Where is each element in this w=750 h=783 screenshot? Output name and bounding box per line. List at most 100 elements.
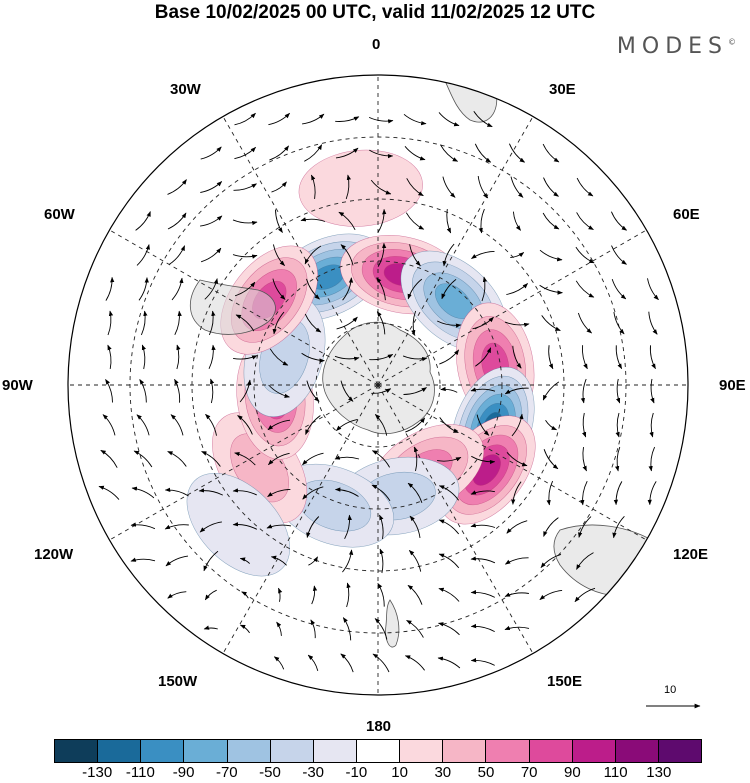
wind-vector bbox=[239, 379, 252, 403]
wind-vector bbox=[470, 523, 496, 528]
wind-vector bbox=[234, 112, 256, 126]
wind-vector bbox=[100, 449, 118, 468]
wind-vector bbox=[237, 415, 253, 435]
wind-vector bbox=[471, 250, 495, 259]
wind-vector bbox=[169, 245, 186, 265]
wind-vector bbox=[140, 310, 148, 336]
wind-vector bbox=[340, 653, 354, 673]
colorbar-bin bbox=[572, 740, 616, 762]
wind-vectors bbox=[98, 111, 659, 673]
wind-vector bbox=[210, 378, 215, 404]
wind-vector bbox=[470, 387, 496, 392]
wind-vector bbox=[342, 617, 352, 641]
anomaly-field bbox=[186, 149, 536, 577]
map-boundary bbox=[67, 74, 689, 696]
wind-vector bbox=[371, 388, 392, 394]
wind-vector bbox=[232, 522, 258, 530]
wind-vector bbox=[342, 277, 354, 301]
wind-vector bbox=[268, 112, 290, 126]
wind-vector bbox=[304, 313, 322, 333]
colorbar-bin bbox=[141, 740, 185, 762]
wind-vector bbox=[198, 488, 224, 496]
wind-vector bbox=[576, 552, 594, 570]
wind-vector bbox=[310, 174, 316, 199]
colorbar-tick-label: -70 bbox=[215, 764, 238, 781]
wind-vector bbox=[414, 446, 419, 472]
wind-vector bbox=[575, 246, 595, 264]
wind-vector bbox=[539, 249, 563, 262]
wind-vector bbox=[170, 414, 184, 436]
wind-vector bbox=[545, 419, 557, 431]
wind-vector bbox=[402, 355, 428, 362]
wind-vector bbox=[481, 276, 488, 302]
wind-vector bbox=[580, 378, 587, 404]
wind-vector bbox=[268, 384, 290, 398]
wind-vector bbox=[174, 310, 182, 336]
wind-vector bbox=[407, 278, 423, 300]
wind-vector bbox=[506, 283, 528, 295]
new-zealand-landmass bbox=[385, 599, 400, 648]
wind-vector bbox=[176, 344, 181, 370]
wind-vector bbox=[406, 620, 424, 638]
lon-label-60w: 60W bbox=[44, 206, 75, 223]
wind-vector bbox=[336, 316, 358, 330]
wind-vector bbox=[504, 625, 530, 631]
wind-vector bbox=[338, 211, 356, 230]
wind-vector bbox=[439, 349, 460, 365]
reference-vector-label: 10 bbox=[664, 684, 677, 696]
wind-vector bbox=[650, 378, 655, 404]
meridian-line bbox=[377, 116, 534, 386]
wind-vector bbox=[404, 146, 426, 161]
wind-vector bbox=[267, 419, 291, 431]
wind-vector bbox=[98, 485, 120, 500]
colorbar-bin bbox=[227, 740, 271, 762]
wind-vector bbox=[648, 446, 656, 472]
lat-circle-60s bbox=[315, 322, 441, 448]
wind-vector bbox=[301, 352, 325, 363]
wind-vector bbox=[300, 217, 326, 222]
wind-vector bbox=[239, 624, 250, 634]
colorbar-tick-label: 130 bbox=[646, 764, 672, 781]
wind-vector bbox=[234, 451, 256, 466]
wind-vector bbox=[335, 116, 360, 122]
colorbar-tick-label: 50 bbox=[477, 764, 495, 781]
wind-vector bbox=[334, 355, 360, 361]
wind-vector bbox=[437, 456, 462, 462]
wind-vector bbox=[334, 487, 359, 497]
wind-vector bbox=[475, 347, 492, 367]
wind-vector bbox=[438, 553, 460, 569]
wind-vector bbox=[438, 485, 459, 501]
wind-vector bbox=[407, 482, 423, 503]
wind-vector bbox=[548, 345, 554, 370]
lon-label-90w: 90W bbox=[2, 377, 33, 394]
wind-vector bbox=[543, 449, 559, 470]
colorbar-tick-label: -90 bbox=[172, 764, 195, 781]
wind-vector bbox=[200, 146, 222, 160]
wind-vector bbox=[470, 658, 495, 666]
wind-vector bbox=[171, 277, 184, 301]
colorbar-tick-label: -50 bbox=[259, 764, 281, 781]
wind-vector bbox=[302, 452, 324, 466]
colorbar-bin bbox=[98, 740, 142, 762]
wind-vector bbox=[477, 175, 489, 199]
wind-vector bbox=[581, 345, 588, 370]
wind-vector bbox=[379, 548, 384, 574]
wind-vector bbox=[377, 208, 387, 233]
wind-vector bbox=[165, 555, 189, 567]
wind-vector bbox=[612, 515, 625, 539]
wind-vector bbox=[372, 653, 390, 673]
wind-vector bbox=[377, 582, 385, 607]
brand-mark: © bbox=[728, 37, 736, 47]
lon-label-60e: 60E bbox=[673, 206, 700, 223]
wind-vector bbox=[405, 212, 425, 230]
wind-vector bbox=[611, 278, 627, 300]
colorbar-bin bbox=[313, 740, 357, 762]
wind-vector bbox=[574, 587, 596, 603]
wind-vector bbox=[403, 387, 427, 395]
brand-name: MODES bbox=[616, 34, 728, 59]
wind-vector bbox=[174, 378, 181, 403]
wind-vector bbox=[374, 414, 388, 436]
wind-vector bbox=[376, 277, 386, 301]
antarctica-landmass bbox=[322, 321, 435, 435]
